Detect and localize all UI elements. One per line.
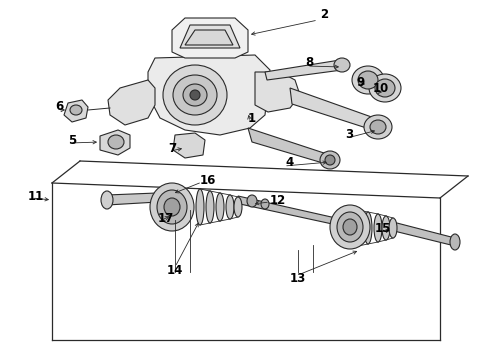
Ellipse shape (389, 218, 397, 238)
Ellipse shape (163, 65, 227, 125)
Polygon shape (248, 128, 333, 166)
Ellipse shape (206, 191, 214, 223)
Text: 1: 1 (248, 112, 256, 125)
Text: 2: 2 (320, 8, 328, 21)
Polygon shape (173, 133, 205, 158)
Polygon shape (393, 222, 455, 246)
Polygon shape (185, 30, 233, 45)
Ellipse shape (70, 105, 82, 115)
Ellipse shape (450, 234, 460, 250)
Ellipse shape (330, 205, 370, 249)
Polygon shape (172, 18, 248, 58)
Ellipse shape (183, 84, 207, 106)
Text: 14: 14 (167, 264, 183, 276)
Ellipse shape (375, 79, 395, 97)
Ellipse shape (173, 75, 217, 115)
Polygon shape (180, 25, 240, 48)
Ellipse shape (370, 120, 386, 134)
Text: 16: 16 (200, 174, 217, 186)
Ellipse shape (369, 74, 401, 102)
Ellipse shape (325, 155, 335, 165)
Text: 8: 8 (305, 55, 313, 68)
Ellipse shape (108, 135, 124, 149)
Ellipse shape (150, 183, 194, 231)
Text: 15: 15 (375, 221, 392, 234)
Text: 5: 5 (68, 134, 76, 147)
Text: 13: 13 (290, 271, 306, 284)
Ellipse shape (364, 212, 372, 244)
Polygon shape (100, 130, 130, 155)
Ellipse shape (164, 198, 180, 216)
Text: 11: 11 (28, 189, 44, 202)
Ellipse shape (334, 58, 350, 72)
Ellipse shape (364, 115, 392, 139)
Ellipse shape (234, 197, 242, 217)
Ellipse shape (196, 189, 204, 225)
Polygon shape (148, 55, 270, 135)
Polygon shape (290, 88, 382, 133)
Ellipse shape (374, 214, 382, 242)
Text: 6: 6 (55, 100, 63, 113)
Ellipse shape (352, 66, 384, 94)
Text: 9: 9 (356, 76, 364, 89)
Text: 17: 17 (158, 211, 174, 225)
Polygon shape (255, 72, 300, 112)
Polygon shape (64, 100, 88, 122)
Ellipse shape (320, 151, 340, 169)
Ellipse shape (101, 191, 113, 209)
Polygon shape (238, 196, 360, 230)
Ellipse shape (216, 193, 224, 221)
Ellipse shape (190, 90, 200, 100)
Ellipse shape (382, 216, 390, 240)
Ellipse shape (337, 212, 363, 242)
Ellipse shape (157, 190, 187, 224)
Text: 12: 12 (270, 194, 286, 207)
Ellipse shape (343, 219, 357, 235)
Text: 4: 4 (285, 157, 293, 170)
Polygon shape (108, 80, 155, 125)
Ellipse shape (226, 195, 234, 219)
Text: 3: 3 (345, 129, 353, 141)
Ellipse shape (261, 199, 269, 209)
Text: 10: 10 (373, 81, 389, 94)
Ellipse shape (358, 71, 378, 89)
Text: 7: 7 (168, 141, 176, 154)
Ellipse shape (247, 195, 257, 207)
Polygon shape (265, 60, 342, 80)
Polygon shape (107, 193, 158, 205)
Ellipse shape (354, 210, 362, 246)
